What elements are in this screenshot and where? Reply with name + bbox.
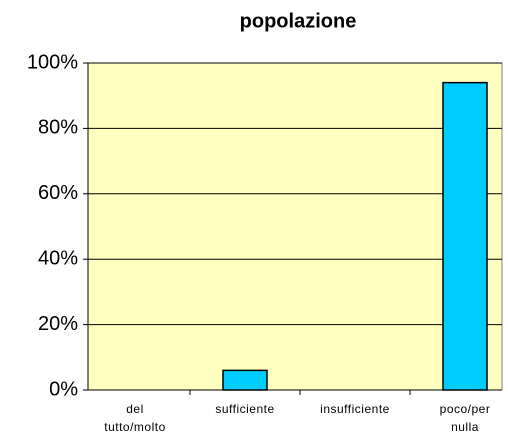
bar	[442, 81, 488, 391]
x-tick-label: insufficiente	[320, 402, 390, 416]
y-tick-label: 20%	[38, 313, 78, 335]
y-tick-label: 100%	[27, 51, 78, 73]
plot-area	[87, 62, 503, 391]
x-tick-label: sufficiente	[215, 402, 275, 416]
y-tick-label: 80%	[38, 117, 78, 139]
bar	[222, 369, 268, 391]
x-tick-label: poco/per nulla	[439, 402, 491, 434]
y-tick-label: 0%	[49, 378, 78, 400]
x-tick-label: del tutto/molto	[104, 402, 166, 434]
chart-title: popolazione	[240, 10, 357, 32]
y-tick-label: 40%	[38, 247, 78, 269]
y-tick-label: 60%	[38, 182, 78, 204]
